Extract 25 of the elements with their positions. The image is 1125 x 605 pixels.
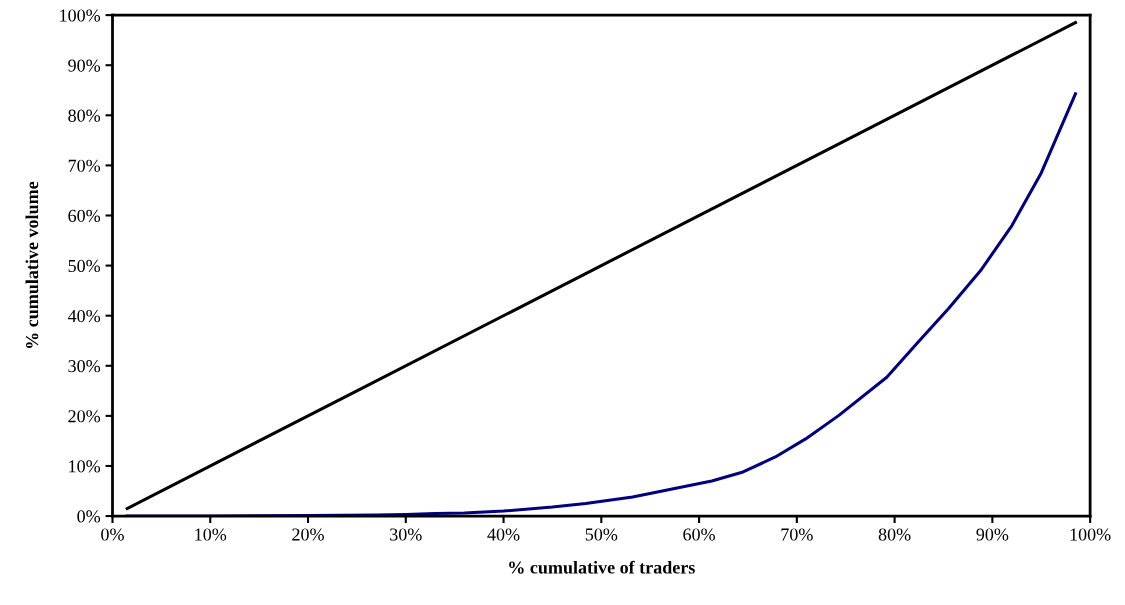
x-tick-label: 50%: [585, 528, 618, 541]
x-tick-label: 90%: [976, 528, 1009, 541]
x-tick-label: 0%: [101, 528, 124, 541]
y-tick-label: 30%: [68, 360, 101, 373]
y-tick-label: 50%: [68, 259, 101, 273]
x-tick-label: 60%: [683, 528, 716, 541]
x-tick-label: 30%: [390, 528, 422, 541]
y-tick-label: 20%: [68, 410, 101, 423]
x-tick-label: 10%: [195, 528, 227, 541]
x-tick-label: 100%: [1070, 528, 1111, 541]
x-tick-label: 70%: [781, 528, 813, 541]
x-tick-label: 20%: [292, 528, 324, 541]
y-tick-label: 80%: [68, 109, 101, 122]
y-tick-label: 70%: [68, 159, 101, 172]
x-tick-label: 80%: [878, 528, 911, 541]
x-axis-title: % cumulative of traders: [509, 560, 695, 574]
line-series: [125, 21, 1077, 511]
y-tick-label: 40%: [67, 309, 101, 323]
y-tick-label: 60%: [68, 209, 101, 222]
x-tick-label: 40%: [487, 528, 520, 541]
y-tick-label: 10%: [69, 460, 101, 473]
y-axis-title: % cumulative volume: [25, 181, 39, 348]
y-tick-label: 100%: [60, 9, 101, 22]
y-tick-label: 0%: [77, 510, 101, 523]
y-tick-label: 90%: [68, 59, 101, 72]
